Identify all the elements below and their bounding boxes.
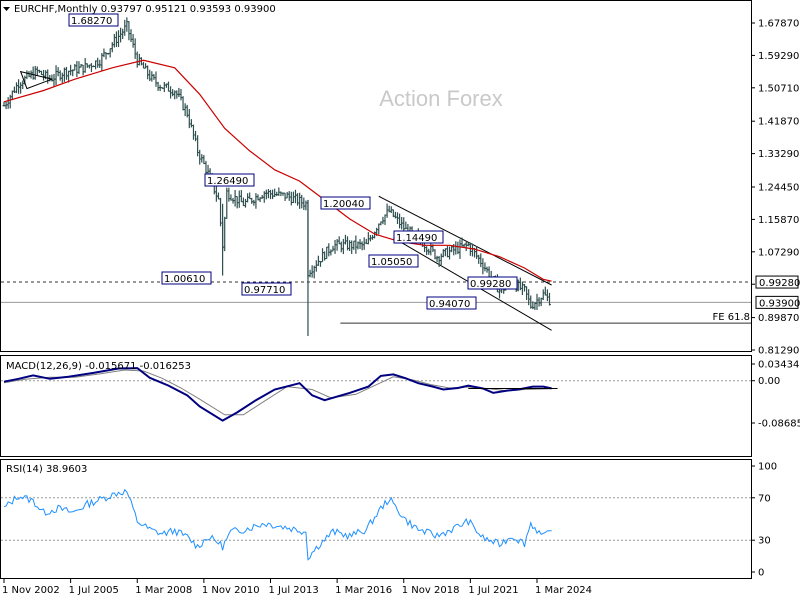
main-y-tick-label: 1.67870	[758, 19, 799, 30]
main-y-tick-label: 0.81290	[758, 346, 799, 357]
macd-panel	[0, 355, 752, 457]
main-y-tick-label: 1.50710	[758, 83, 799, 94]
main-y-tick-label: 1.24450	[758, 182, 799, 193]
main-y-tick-label: 1.41870	[758, 117, 799, 128]
main-y-tick-label: 1.15870	[758, 215, 799, 226]
fe-label: FE 61.8	[712, 312, 750, 323]
main-panel	[0, 0, 752, 352]
collapse-triangle-icon[interactable]	[3, 7, 10, 11]
annotation-box	[467, 276, 518, 290]
annotation-label: 0.97710	[244, 285, 285, 296]
price-badge	[755, 275, 799, 289]
annotation-6: 1.05050	[368, 254, 419, 268]
annotation-0: 1.68270	[68, 13, 119, 27]
annotation-label: 1.26490	[207, 176, 248, 187]
rsi-panel	[0, 459, 752, 579]
annotation-label: 1.14490	[396, 233, 437, 244]
watermark: Action Forex	[379, 86, 503, 111]
annotation-box	[393, 230, 444, 244]
annotation-box	[68, 13, 119, 27]
price-badge-label: 0.99280	[759, 278, 800, 289]
x-tick-label: 1 Mar 2016	[335, 585, 392, 596]
main-y-tick-label: 1.59290	[758, 51, 799, 62]
rsi-plot	[1, 488, 751, 561]
x-tick-label: 1 Nov 2018	[402, 585, 460, 596]
annotation-7: 0.99280	[467, 276, 518, 290]
rsi-y-tick-label: 70	[758, 493, 771, 504]
macd-line	[3, 367, 552, 422]
annotation-box	[426, 296, 477, 310]
annotation-1: 1.26490	[204, 173, 255, 187]
annotation-label: 0.99280	[470, 279, 511, 290]
annotation-label: 1.20040	[323, 199, 364, 210]
main-header: EURCHF,Monthly 0.93797 0.95121 0.93593 0…	[14, 4, 276, 15]
rsi-header: RSI(14) 38.9603	[6, 464, 87, 475]
main-y-tick-label: 1.07290	[758, 247, 799, 258]
annotation-8: 0.94070	[426, 296, 477, 310]
annotation-3: 0.97710	[241, 282, 292, 296]
annotation-box	[161, 271, 212, 285]
annotation-4: 1.20040	[320, 196, 371, 210]
annotation-box	[368, 254, 419, 268]
macd-plot	[1, 367, 751, 422]
x-tick-label: 1 Nov 2010	[202, 585, 260, 596]
price-bars	[2, 17, 551, 336]
x-tick-label: 1 Jul 2013	[269, 585, 319, 596]
rsi-y-tick-label: 100	[758, 462, 777, 473]
rsi-y-tick-label: 30	[758, 536, 771, 547]
annotation-label: 1.68270	[71, 16, 112, 27]
macd-header: MACD(12,26,9) -0.015671 -0.016253	[6, 361, 191, 372]
annotation-2: 1.00610	[161, 271, 212, 285]
x-tick-label: 1 Jul 2005	[69, 585, 119, 596]
annotation-5: 1.14490	[393, 230, 444, 244]
annotation-label: 1.05050	[371, 257, 412, 268]
main-y-tick-label: 1.33290	[758, 149, 799, 160]
moving-average-line	[3, 59, 552, 282]
annotation-box	[204, 173, 255, 187]
price-badge	[755, 295, 799, 309]
annotation-box	[320, 196, 371, 210]
x-tick-label: 1 Jul 2021	[468, 585, 518, 596]
price-badge-label: 0.93900	[759, 298, 800, 309]
channel-upper-line	[378, 195, 552, 286]
main-y-tick-label: 0.89870	[758, 313, 799, 324]
triangle-pattern	[19, 70, 54, 90]
rsi-line	[3, 488, 552, 561]
annotation-label: 1.00610	[164, 274, 205, 285]
x-axis: 1 Nov 2002 1 Jul 2005 1 Mar 2008 1 Nov 2010…	[2, 578, 592, 596]
annotation-label: 0.94070	[429, 299, 470, 310]
x-tick-label: 1 Mar 2008	[135, 585, 192, 596]
y-axes: 1.67870 1.59290 1.50710 1.41870 1.33290 1.244…	[751, 19, 800, 579]
main-plot: FE 61.8 1.68270 1.26490 1.00610 0.97710 1.200…	[1, 13, 751, 336]
x-tick-label: 1 Mar 2024	[535, 585, 592, 596]
x-tick-label: 1 Nov 2002	[2, 585, 60, 596]
macd-y-tick-label: -0.086853	[758, 419, 800, 430]
annotation-box	[241, 282, 292, 296]
macd-y-tick-label: 0.034342	[758, 360, 800, 371]
rsi-y-tick-label: 0	[758, 568, 764, 579]
macd-y-tick-label: 0.00	[758, 376, 780, 387]
